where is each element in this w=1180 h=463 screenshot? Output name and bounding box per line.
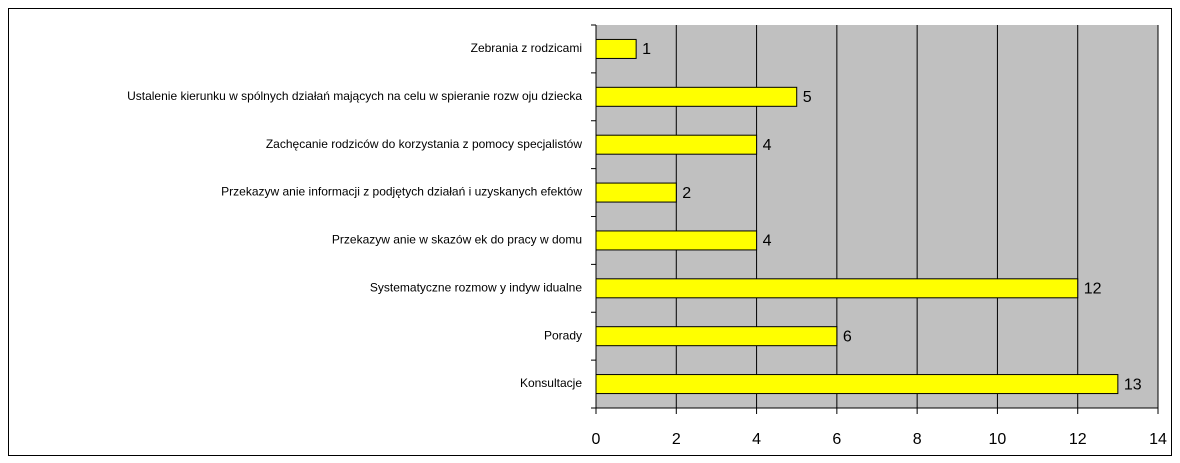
bar <box>595 182 677 203</box>
y-tick-label: Porady <box>544 328 582 342</box>
x-tick-label: 8 <box>913 431 922 448</box>
y-tick-label: Konsultacje <box>520 376 582 390</box>
x-tick-label: 2 <box>672 431 681 448</box>
value-label: 2 <box>682 185 691 202</box>
value-label: 13 <box>1124 376 1142 393</box>
x-tick-label: 4 <box>752 431 761 448</box>
bar <box>595 38 637 59</box>
value-label: 6 <box>843 328 852 345</box>
bar <box>595 230 758 251</box>
x-tick-label: 12 <box>1069 431 1087 448</box>
bar <box>595 86 798 107</box>
value-label: 4 <box>763 137 772 154</box>
value-label: 1 <box>642 41 651 58</box>
x-tick-label: 14 <box>1149 431 1167 448</box>
y-tick-label: Systematyczne rozmow y indyw idualne <box>370 280 582 294</box>
y-tick-label: Przekazyw anie w skazów ek do pracy w do… <box>332 233 582 247</box>
y-tick-label: Przekazyw anie informacji z podjętych dz… <box>221 185 582 199</box>
y-tick-label: Zachęcanie rodziców do korzystania z pom… <box>266 137 582 151</box>
x-tick-label: 10 <box>989 431 1007 448</box>
bar <box>595 326 838 347</box>
plot-area <box>596 25 1158 408</box>
y-tick-label: Zebrania z rodzicami <box>471 41 582 55</box>
value-label: 5 <box>803 89 812 106</box>
x-tick-label: 0 <box>592 431 601 448</box>
bar <box>595 374 1119 395</box>
y-tick-label: Ustalenie kierunku w spólnych działań ma… <box>127 89 582 103</box>
value-label: 12 <box>1084 281 1102 298</box>
bar <box>595 134 758 155</box>
x-tick-label: 6 <box>832 431 841 448</box>
value-label: 4 <box>763 233 772 250</box>
bar <box>595 278 1079 299</box>
